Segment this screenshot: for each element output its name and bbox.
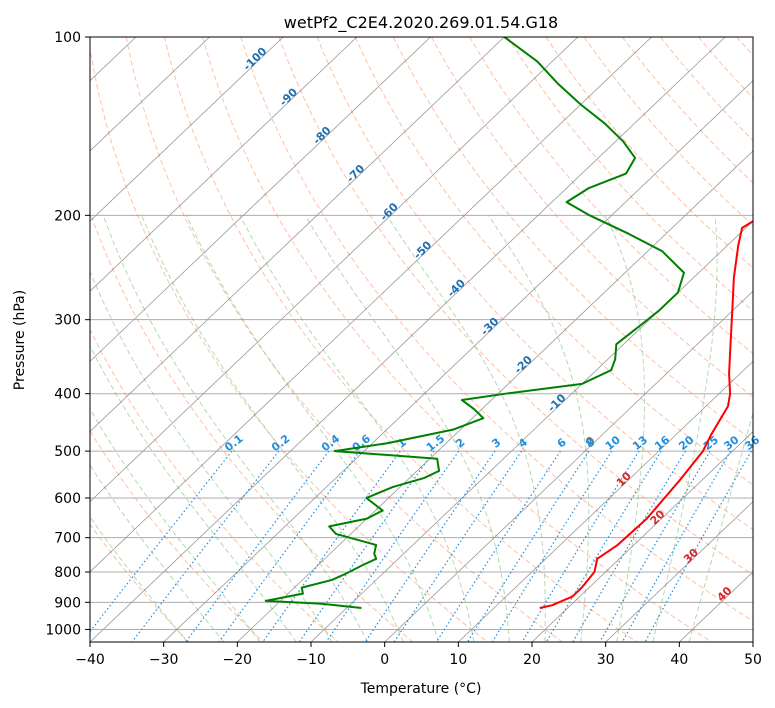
mixing-ratio-line xyxy=(393,450,523,642)
mixing-ratio-line xyxy=(364,450,496,642)
plot-background xyxy=(90,37,753,642)
isotherms xyxy=(0,37,753,642)
isobars xyxy=(90,37,753,630)
dry-adiabat-line xyxy=(125,37,563,642)
moist-adiabat-line xyxy=(239,215,475,642)
isotherm-line xyxy=(531,430,753,642)
dry-adiabat-line xyxy=(469,37,753,355)
mixing-ratio-line xyxy=(185,450,330,642)
dry-adiabats xyxy=(90,37,753,642)
isotherm-line xyxy=(163,80,753,642)
dry-adiabat-line xyxy=(278,37,753,576)
isotherm-line xyxy=(384,290,753,642)
isotherm-line xyxy=(458,360,753,642)
mixing-ratio-line xyxy=(491,450,613,642)
x-tick-label: −30 xyxy=(149,652,179,668)
y-tick-label: 700 xyxy=(54,531,81,547)
x-tick-label: −20 xyxy=(223,652,253,668)
x-axis: −40 −30 −20 −10 0 10 20 30 40 50 xyxy=(75,642,762,668)
dry-adiabat-line xyxy=(90,328,339,642)
x-tick-label: −10 xyxy=(296,652,326,668)
isotherm-line xyxy=(90,37,505,433)
isotherm-line xyxy=(90,37,284,222)
x-tick-label: −40 xyxy=(75,652,105,668)
moist-adiabat-line xyxy=(102,215,369,642)
sounding-profiles xyxy=(264,37,753,609)
isotherm-line xyxy=(90,37,210,152)
mixing-ratio-line xyxy=(218,450,361,642)
moist-adiabats xyxy=(90,215,753,642)
y-tick-label: 400 xyxy=(54,387,81,403)
dry-adiabat-line xyxy=(90,523,190,642)
mixing-ratio-line xyxy=(325,450,460,642)
y-tick-label: 600 xyxy=(54,491,81,507)
y-axis: 100 200 300 400 500 600 700 800 900 1000 xyxy=(45,30,90,638)
isotherm-line xyxy=(90,37,358,292)
moist-adiabat-line xyxy=(605,215,646,642)
isotherm-line xyxy=(90,37,431,362)
isotherm-line xyxy=(90,37,579,503)
dewpoint-profile xyxy=(264,37,685,609)
moist-adiabat-line xyxy=(487,215,590,642)
x-tick-label: 20 xyxy=(523,652,541,668)
isotherm-line xyxy=(0,37,62,642)
dry-adiabat-line xyxy=(431,37,753,398)
chart-title: wetPf2_C2E4.2020.269.01.54.G18 xyxy=(284,13,558,33)
isotherm-line xyxy=(237,150,753,642)
mixing-ratio-line xyxy=(545,450,662,642)
mixing-ratio-line xyxy=(90,450,233,633)
isotherm-line xyxy=(90,37,652,573)
x-tick-label: 0 xyxy=(380,652,389,668)
x-tick-label: 40 xyxy=(670,652,688,668)
moist-adiabat-line xyxy=(652,215,718,642)
moist-adiabat-line xyxy=(90,270,333,642)
plot-frame xyxy=(89,36,754,643)
y-tick-label: 300 xyxy=(54,313,81,329)
x-axis-title: Temperature (°C) xyxy=(360,681,482,697)
y-tick-label: 100 xyxy=(54,30,81,46)
moist-adiabat-line xyxy=(90,515,188,642)
x-tick-label: 50 xyxy=(744,652,762,668)
isotherm-line xyxy=(752,641,753,642)
isotherm-line xyxy=(605,501,753,642)
moist-adiabat-line xyxy=(90,464,225,642)
dry-adiabat-line xyxy=(163,37,638,642)
dry-adiabat-line xyxy=(90,429,264,642)
dry-adiabat-line xyxy=(240,37,753,622)
y-tick-label: 800 xyxy=(54,565,81,581)
dry-adiabat-line xyxy=(90,211,414,642)
moist-adiabat-line xyxy=(90,344,297,642)
x-tick-label: 10 xyxy=(449,652,467,668)
moist-adiabat-line xyxy=(304,215,510,642)
moist-adiabat-line xyxy=(90,408,261,642)
dry-adiabat-line xyxy=(90,45,488,642)
mixing-ratio-line xyxy=(521,450,640,642)
temperature-profile xyxy=(539,220,753,609)
y-axis-title: Pressure (hPa) xyxy=(12,290,28,390)
mixing-ratio-line xyxy=(298,450,435,642)
mixing-ratio-lines xyxy=(90,450,752,642)
moist-adiabat-line xyxy=(186,215,439,642)
y-tick-label: 900 xyxy=(54,595,81,611)
mixing-ratio-line xyxy=(621,450,732,642)
y-tick-label: 1000 xyxy=(45,622,81,638)
moist-adiabat-line xyxy=(141,215,404,642)
x-tick-label: 30 xyxy=(597,652,615,668)
y-tick-label: 500 xyxy=(54,444,81,460)
dry-adiabat-line xyxy=(507,37,753,312)
y-tick-label: 200 xyxy=(54,208,81,224)
isotherm-line xyxy=(310,220,753,642)
moist-adiabat-line xyxy=(688,411,753,642)
